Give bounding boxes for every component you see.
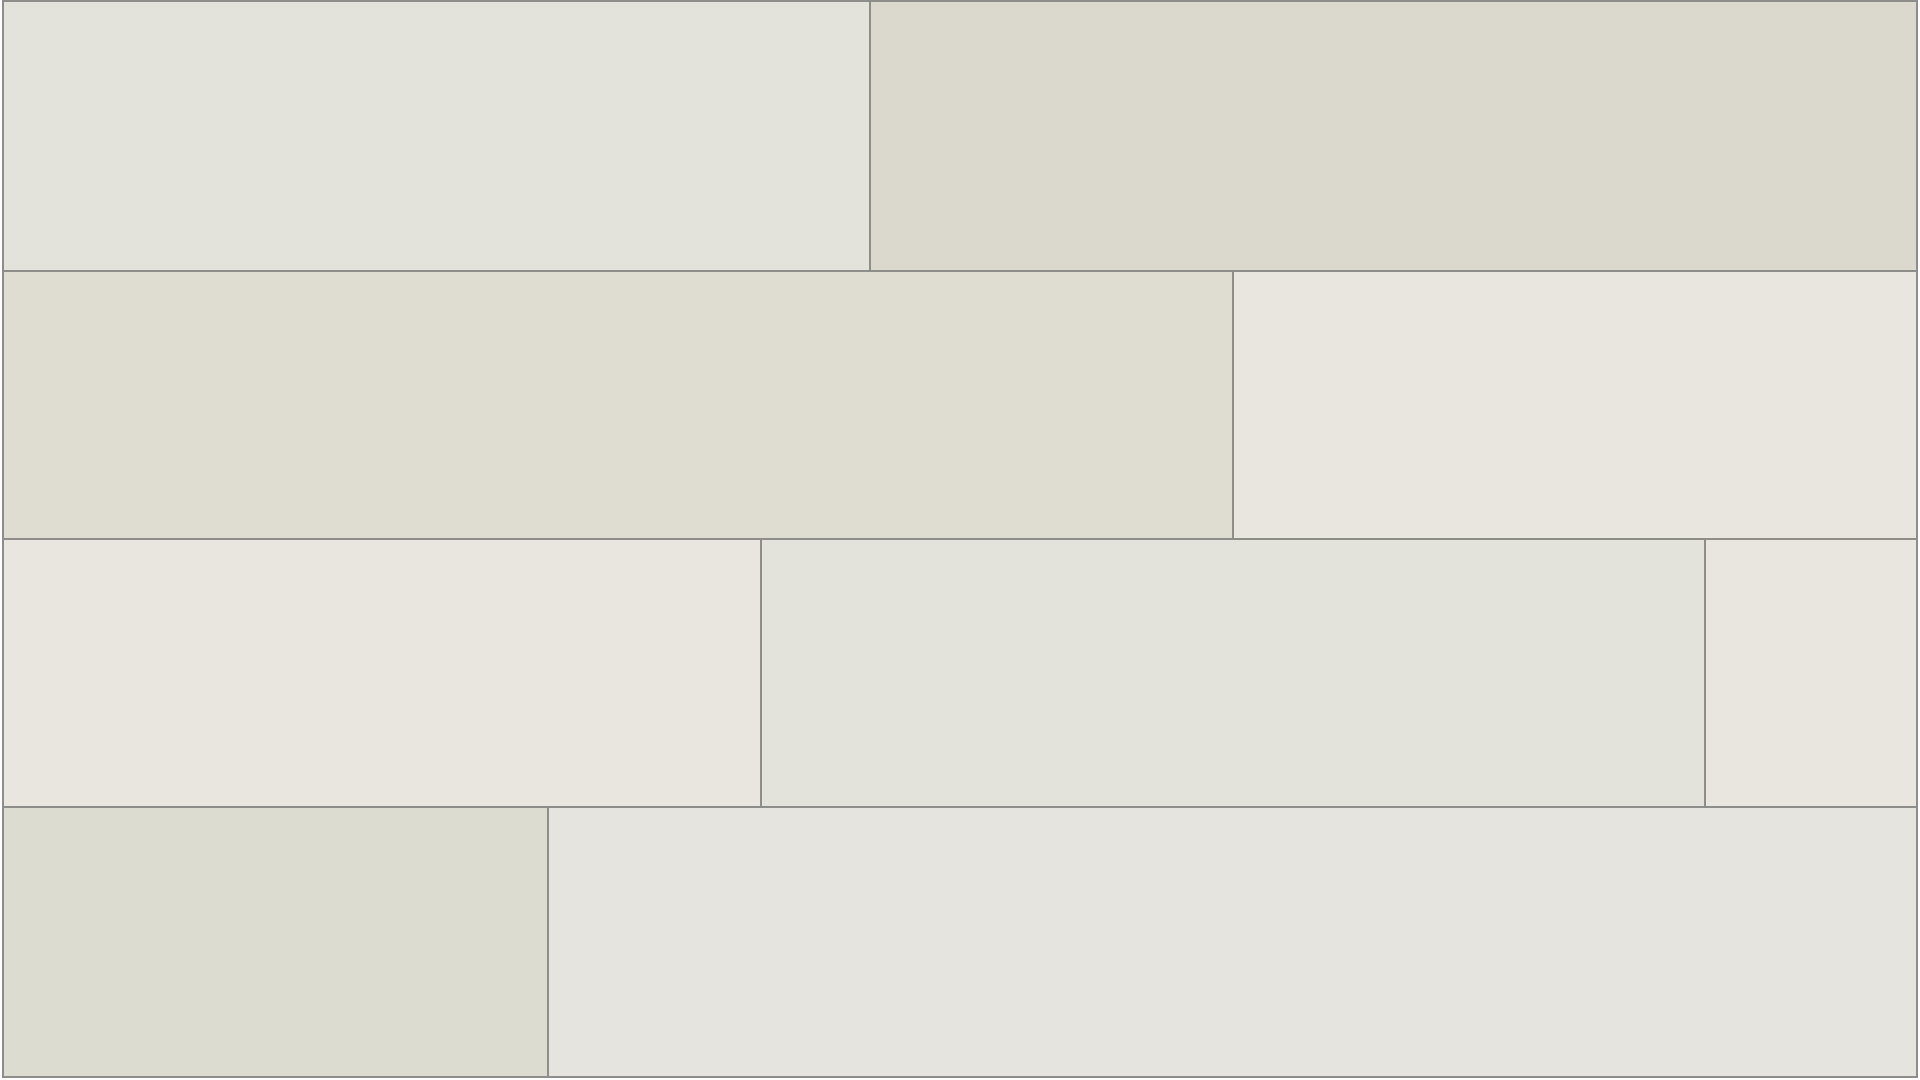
plank-3-1	[4, 540, 762, 808]
plank-4-1	[4, 808, 549, 1076]
plank-2-2	[1234, 272, 1916, 540]
plank-row-4	[4, 808, 1916, 1076]
plank-4-2	[549, 808, 1916, 1076]
plank-2-1	[4, 272, 1234, 540]
plank-row-3	[4, 540, 1916, 808]
plank-1-1	[4, 2, 871, 272]
plank-row-2	[4, 272, 1916, 540]
plank-row-1	[4, 2, 1916, 272]
plank-3-3	[1706, 540, 1916, 808]
plank-3-2	[762, 540, 1706, 808]
plank-1-2	[871, 2, 1916, 272]
